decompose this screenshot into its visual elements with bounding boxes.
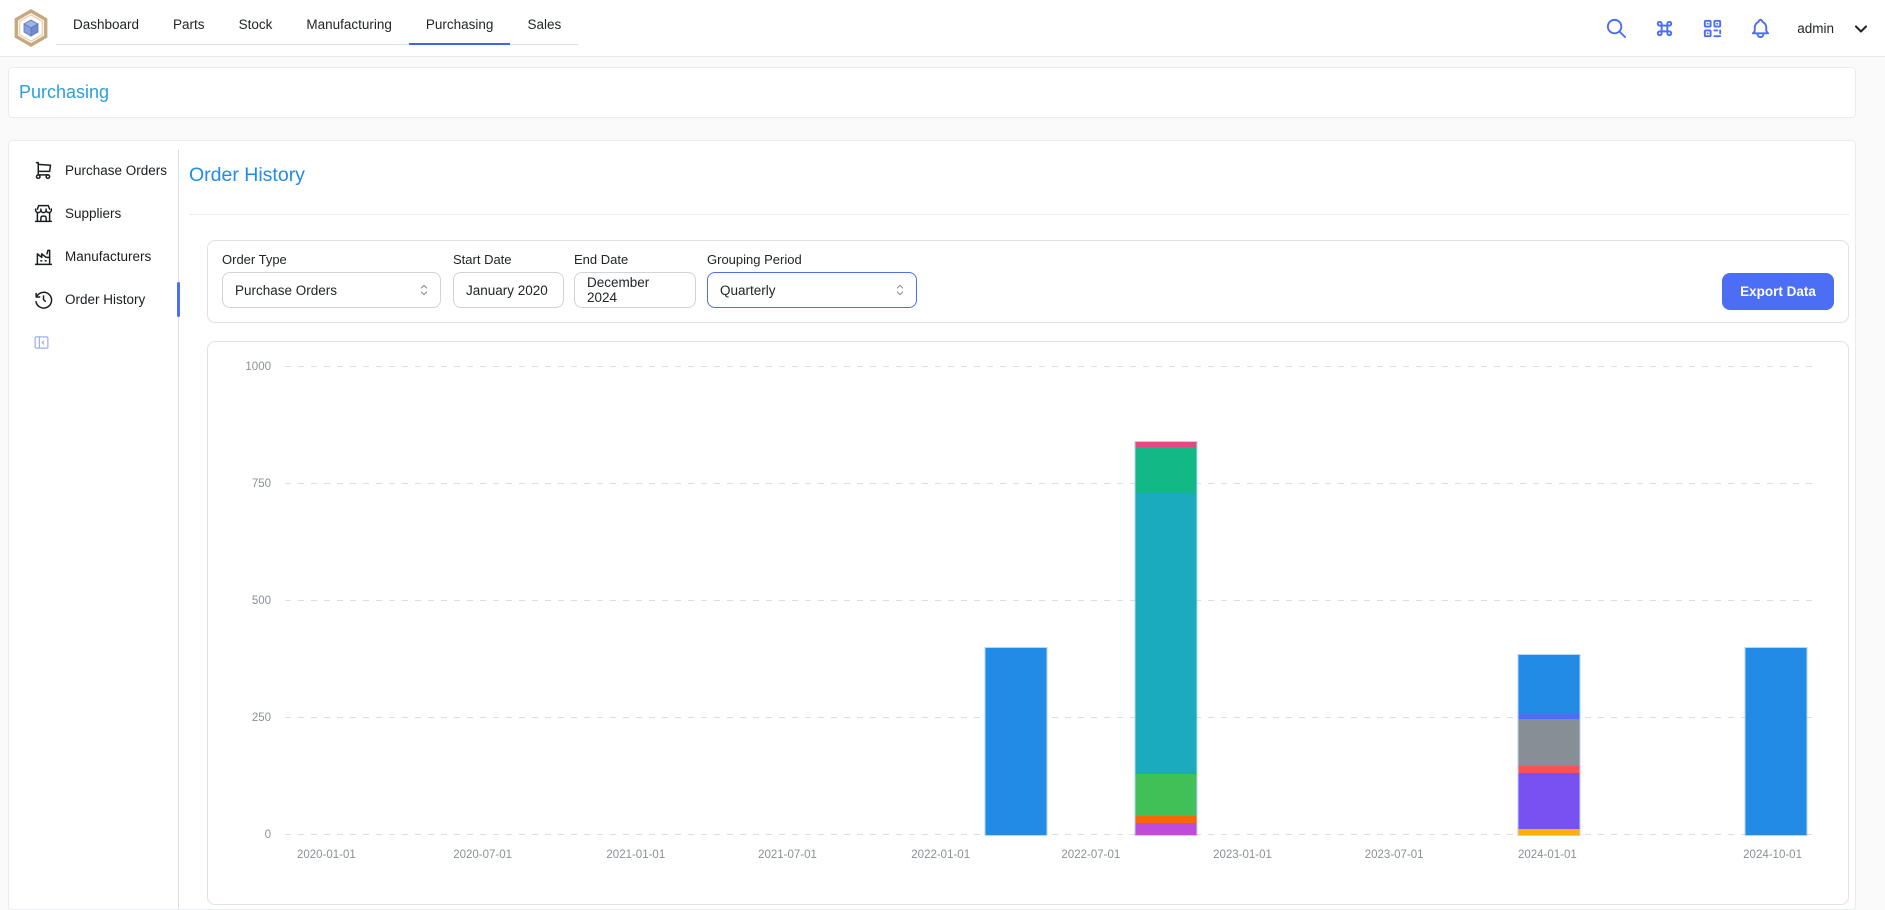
navbar-actions: admin [1605, 0, 1871, 57]
grouping-period-label: Grouping Period [707, 252, 917, 267]
y-axis-tick-label: 500 [252, 595, 271, 607]
x-axis-tick-label: 2022-01-01 [911, 849, 970, 861]
sidebar-item-suppliers[interactable]: Suppliers [9, 192, 178, 235]
export-data-button[interactable]: Export Data [1722, 273, 1834, 310]
end-date-label: End Date [574, 252, 696, 267]
sidebar-item-label: Purchase Orders [65, 163, 167, 178]
command-icon[interactable] [1653, 17, 1676, 40]
grouping-period-value: Quarterly [720, 283, 776, 298]
chevron-down-icon[interactable] [1851, 19, 1871, 39]
bar-segment [1745, 648, 1806, 835]
stacked-bar-2022-10-01[interactable] [1135, 442, 1196, 835]
gridline [285, 366, 1817, 367]
bar-segment [1518, 766, 1579, 773]
bar-segment [1518, 719, 1579, 766]
selector-updown-icon [892, 282, 908, 298]
sidebar-item-label: Manufacturers [65, 249, 151, 264]
stacked-bar-2024-10-01[interactable] [1745, 648, 1806, 835]
y-axis-tick-label: 1000 [245, 361, 271, 373]
start-date-value: January 2020 [466, 283, 548, 298]
order-history-chart: 025050075010002020-01-012020-07-012021-0… [285, 367, 1817, 835]
bar-segment [1135, 447, 1196, 494]
x-axis-tick-label: 2020-07-01 [453, 849, 512, 861]
order-type-value: Purchase Orders [235, 283, 337, 298]
filter-panel: Order Type Purchase Orders Start Date Ja… [207, 240, 1849, 323]
sidebar-item-label: Suppliers [65, 206, 121, 221]
x-axis-tick-label: 2024-01-01 [1518, 849, 1577, 861]
x-axis-tick-label: 2020-01-01 [297, 849, 356, 861]
x-axis-tick-label: 2021-01-01 [606, 849, 665, 861]
sidebar: Purchase Orders Suppliers Manufacturers [9, 149, 179, 909]
order-type-select[interactable]: Purchase Orders [222, 272, 441, 308]
bar-segment [1135, 774, 1196, 816]
gridline [285, 834, 1817, 835]
bell-icon[interactable] [1749, 17, 1772, 40]
bar-segment [1518, 655, 1579, 714]
end-date-value: December 2024 [587, 275, 683, 305]
navbar: Dashboard Parts Stock Manufacturing Purc… [0, 0, 1885, 57]
main-nav-tabs: Dashboard Parts Stock Manufacturing Purc… [56, 7, 578, 45]
order-type-label: Order Type [222, 252, 441, 267]
shopping-cart-icon [33, 160, 54, 181]
y-axis-tick-label: 250 [252, 712, 271, 724]
stacked-bar-2024-01-01[interactable] [1518, 655, 1579, 835]
gridline [285, 717, 1817, 718]
start-date-field: Start Date January 2020 [453, 252, 564, 308]
tab-dashboard[interactable]: Dashboard [56, 7, 156, 45]
history-icon [33, 289, 54, 310]
sidebar-item-purchase-orders[interactable]: Purchase Orders [9, 149, 178, 192]
qr-scan-icon[interactable] [1701, 17, 1724, 40]
y-axis-tick-label: 750 [252, 478, 271, 490]
bar-segment [1518, 773, 1579, 829]
end-date-input[interactable]: December 2024 [574, 272, 696, 308]
x-axis-tick-label: 2023-07-01 [1365, 849, 1424, 861]
breadcrumb-bar: Purchasing [8, 67, 1856, 118]
breadcrumb[interactable]: Purchasing [19, 82, 109, 103]
order-type-field: Order Type Purchase Orders [222, 252, 441, 308]
bar-segment [1135, 816, 1196, 823]
user-menu[interactable]: admin [1797, 21, 1834, 36]
selector-updown-icon [416, 282, 432, 298]
sidebar-item-label: Order History [65, 292, 145, 307]
x-axis-tick-label: 2022-07-01 [1061, 849, 1120, 861]
tab-sales[interactable]: Sales [510, 7, 578, 45]
sidebar-item-order-history[interactable]: Order History [9, 278, 178, 321]
search-icon[interactable] [1605, 17, 1628, 40]
y-axis-tick-label: 0 [265, 829, 271, 841]
gridline [285, 600, 1817, 601]
collapse-sidebar-icon[interactable] [33, 334, 50, 354]
end-date-field: End Date December 2024 [574, 252, 696, 308]
start-date-input[interactable]: January 2020 [453, 272, 564, 308]
building-store-icon [33, 203, 54, 224]
bar-segment [985, 648, 1046, 835]
grouping-period-select[interactable]: Quarterly [707, 272, 917, 308]
bar-segment [1135, 823, 1196, 835]
tab-manufacturing[interactable]: Manufacturing [289, 7, 409, 45]
app-logo[interactable] [11, 8, 51, 48]
page-title: Order History [189, 164, 305, 187]
x-axis-tick-label: 2021-07-01 [758, 849, 817, 861]
stacked-bar-2022-04-01[interactable] [985, 648, 1046, 835]
gridline [285, 483, 1817, 484]
tab-stock[interactable]: Stock [222, 7, 290, 45]
factory-icon [33, 246, 54, 267]
title-divider [189, 214, 1849, 215]
x-axis-tick-label: 2023-01-01 [1213, 849, 1272, 861]
grouping-period-field: Grouping Period Quarterly [707, 252, 917, 308]
sidebar-item-manufacturers[interactable]: Manufacturers [9, 235, 178, 278]
x-axis-tick-label: 2024-10-01 [1743, 849, 1802, 861]
bar-segment [1135, 493, 1196, 774]
tab-purchasing[interactable]: Purchasing [409, 7, 511, 45]
main-panel: Purchase Orders Suppliers Manufacturers [8, 140, 1856, 910]
start-date-label: Start Date [453, 252, 564, 267]
chart-panel: 0 250 500 750 1000 2020-01-01 2020-07-01 2021-0… [207, 341, 1849, 905]
bar-segment [1518, 829, 1579, 835]
tab-parts[interactable]: Parts [156, 7, 222, 45]
inventree-logo-icon [11, 8, 51, 48]
